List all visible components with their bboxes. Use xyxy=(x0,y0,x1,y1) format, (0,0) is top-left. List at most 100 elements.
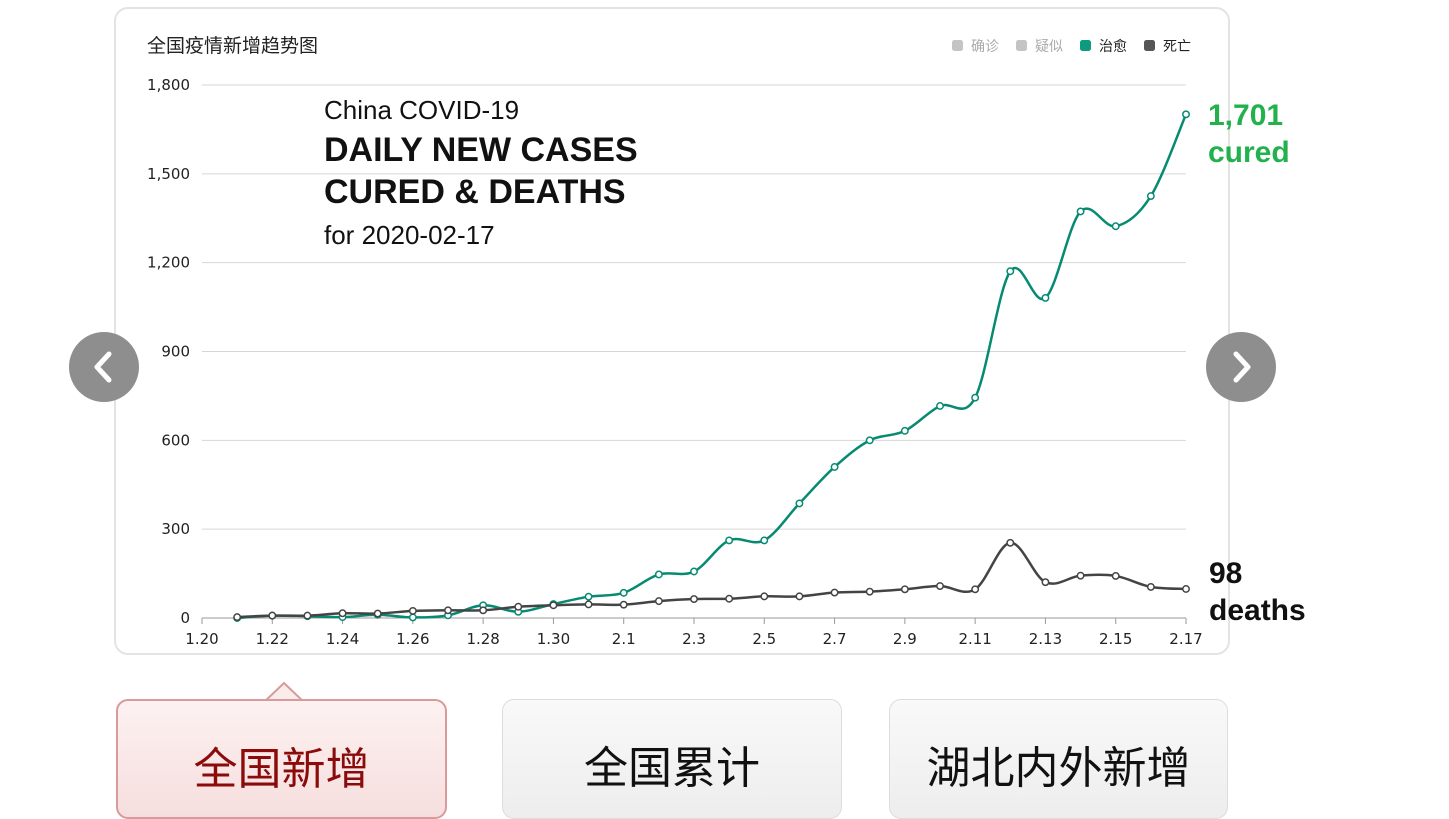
series-line xyxy=(237,541,1187,619)
x-tick-label: 1.26 xyxy=(396,630,429,648)
series-deaths xyxy=(233,538,1190,622)
legend-swatch xyxy=(1080,40,1091,51)
data-point xyxy=(1076,207,1085,216)
y-tick-label: 900 xyxy=(161,343,190,361)
series-layer xyxy=(233,110,1190,622)
y-tick-label: 300 xyxy=(161,520,190,538)
x-tick-label: 2.5 xyxy=(752,630,776,648)
chart: 全国疫情新增趋势图 确诊 疑似 治愈 死亡 0 300 600 900 1,200 1,500 1… xyxy=(147,35,1203,648)
chart-title: 全国疫情新增趋势图 xyxy=(147,35,318,57)
data-point xyxy=(654,597,663,606)
data-point xyxy=(338,609,347,618)
data-point xyxy=(690,567,698,576)
annotation-line-2: DAILY NEW CASES xyxy=(324,131,638,169)
x-tick-label: 2.1 xyxy=(612,630,636,648)
x-tick-label: 1.28 xyxy=(466,630,499,648)
data-point xyxy=(725,594,734,603)
data-point xyxy=(514,602,523,611)
data-point xyxy=(584,592,593,601)
chart-card: 全国疫情新增趋势图 确诊 疑似 治愈 死亡 0 300 600 900 1,200 1,500 1… xyxy=(114,7,1230,655)
y-tick-label: 600 xyxy=(161,431,190,449)
data-point xyxy=(619,588,628,597)
prev-button[interactable] xyxy=(69,332,139,402)
data-point xyxy=(1146,192,1155,200)
series-cured xyxy=(233,110,1190,622)
x-tick-label: 2.9 xyxy=(893,630,917,648)
data-point xyxy=(1111,572,1120,580)
data-point xyxy=(865,436,874,445)
data-point xyxy=(971,585,980,594)
legend-item[interactable]: 疑似 xyxy=(1016,39,1063,55)
x-tick-label: 2.13 xyxy=(1029,630,1062,648)
legend-label: 确诊 xyxy=(971,39,999,55)
data-point xyxy=(408,613,417,622)
data-point xyxy=(373,609,382,618)
data-point xyxy=(1076,571,1085,580)
chevron-left-icon xyxy=(94,351,112,383)
legend-label: 治愈 xyxy=(1099,39,1127,55)
legend-label: 死亡 xyxy=(1163,39,1191,55)
x-axis: 1.20 1.22 1.24 1.26 1.28 1.30 2.1 2.3 2.5 2.7 2.9 2… xyxy=(185,618,1203,648)
annotation-line-1: China COVID-19 xyxy=(324,95,519,125)
data-point xyxy=(865,587,874,596)
data-point xyxy=(900,585,909,594)
data-point xyxy=(1182,585,1190,593)
data-point xyxy=(971,393,980,402)
x-tick-label: 1.20 xyxy=(185,630,218,648)
data-point xyxy=(1041,578,1050,587)
next-button[interactable] xyxy=(1206,332,1276,402)
data-point xyxy=(444,606,452,615)
y-tick-label: 0 xyxy=(180,609,190,627)
legend-swatch xyxy=(952,40,963,51)
y-tick-label: 1,200 xyxy=(147,254,190,272)
annotation-line-3: CURED & DEATHS xyxy=(324,173,626,211)
data-point xyxy=(1182,110,1190,119)
y-tick-label: 1,800 xyxy=(147,76,190,94)
data-point xyxy=(479,606,488,615)
legend-label: 疑似 xyxy=(1035,39,1063,55)
data-point xyxy=(549,601,558,610)
data-point xyxy=(830,463,839,471)
x-tick-label: 2.11 xyxy=(958,630,991,648)
legend-item[interactable]: 死亡 xyxy=(1144,39,1191,55)
annotation-line-4: for 2020-02-17 xyxy=(324,220,495,250)
data-point xyxy=(936,582,944,590)
data-point xyxy=(1111,222,1120,231)
data-point xyxy=(584,600,593,609)
tab-hubei-inside-outside-new[interactable]: 湖北内外新增 xyxy=(889,699,1228,819)
y-tick-label: 1,500 xyxy=(147,165,190,183)
tab-national-cumulative[interactable]: 全国累计 xyxy=(502,699,842,819)
data-point xyxy=(1006,538,1015,547)
x-tick-label: 1.24 xyxy=(326,630,359,648)
chevron-right-icon xyxy=(1233,351,1251,383)
data-point xyxy=(725,536,734,545)
data-point xyxy=(830,588,839,597)
data-point xyxy=(936,402,944,410)
legend[interactable]: 确诊 疑似 治愈 死亡 xyxy=(952,39,1191,55)
data-point xyxy=(303,611,312,620)
data-point xyxy=(760,536,769,545)
x-tick-label: 1.30 xyxy=(537,630,570,648)
x-tick-label: 1.22 xyxy=(256,630,289,648)
data-point xyxy=(619,600,628,609)
tab-national-new[interactable]: 全国新增 xyxy=(116,699,447,819)
data-point xyxy=(795,592,804,601)
data-point xyxy=(1006,267,1015,276)
data-point xyxy=(795,499,804,508)
legend-swatch xyxy=(1144,40,1155,51)
grid: 0 300 600 900 1,200 1,500 1,800 xyxy=(147,76,1186,627)
data-point xyxy=(268,611,277,620)
data-point xyxy=(233,613,242,622)
data-point xyxy=(654,570,663,579)
chart-annotation: China COVID-19 DAILY NEW CASES CURED & D… xyxy=(324,95,638,250)
legend-item[interactable]: 治愈 xyxy=(1080,39,1127,55)
data-point xyxy=(1146,582,1155,591)
legend-item[interactable]: 确诊 xyxy=(952,39,999,55)
data-point xyxy=(760,592,769,601)
data-point xyxy=(690,595,698,603)
x-tick-label: 2.7 xyxy=(823,630,847,648)
data-point xyxy=(408,606,417,615)
x-tick-label: 2.17 xyxy=(1169,630,1202,648)
x-tick-label: 2.15 xyxy=(1099,630,1132,648)
data-point xyxy=(1041,293,1050,302)
